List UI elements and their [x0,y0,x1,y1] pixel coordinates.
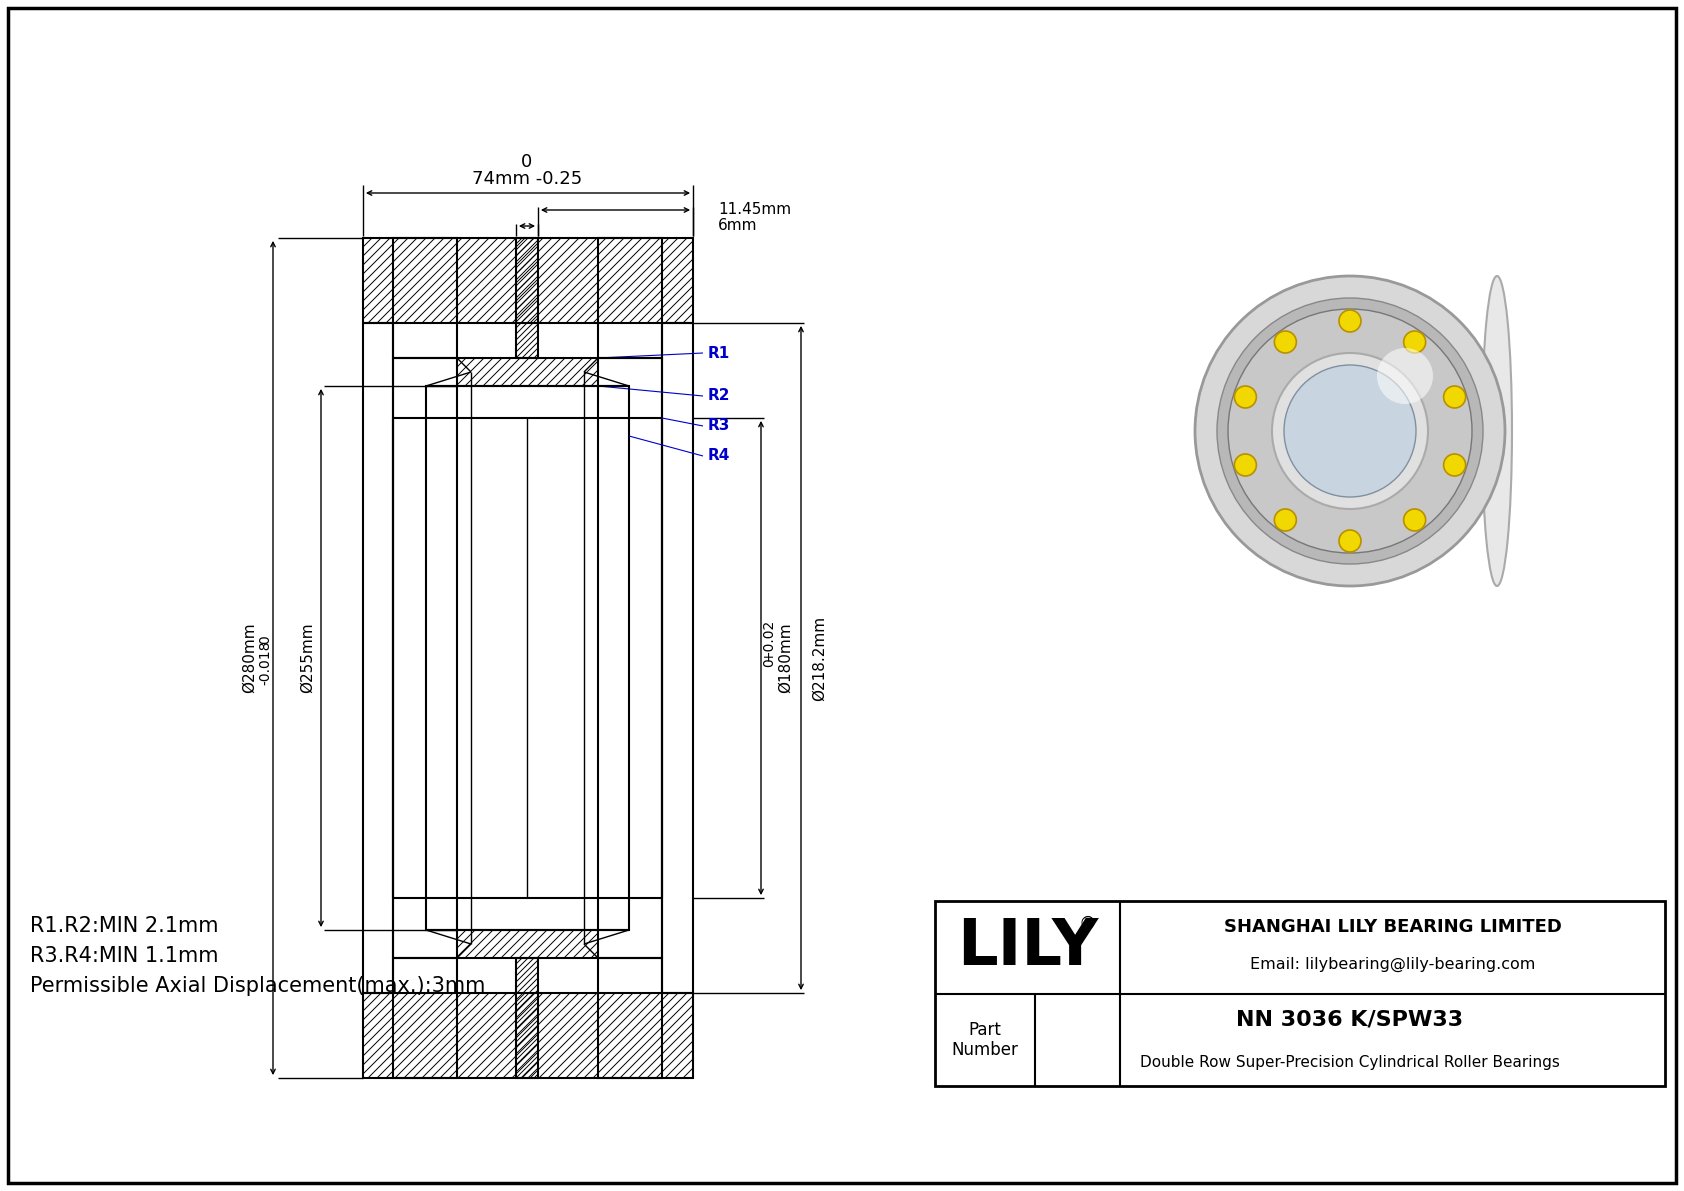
Bar [598,958,662,1078]
Text: 0: 0 [258,636,273,644]
Circle shape [1339,310,1361,332]
Circle shape [1234,454,1256,476]
Text: 0: 0 [522,152,532,172]
Text: R1.R2:MIN 2.1mm: R1.R2:MIN 2.1mm [30,916,219,936]
Text: Email: lilybearing@lily-bearing.com: Email: lilybearing@lily-bearing.com [1250,956,1536,972]
Bar [392,958,456,1078]
Circle shape [1283,364,1416,497]
Text: R2: R2 [707,388,731,404]
Text: ®: ® [1078,915,1096,933]
Bar [426,386,630,418]
Text: Ø255mm: Ø255mm [300,623,315,693]
Circle shape [1196,276,1505,586]
Text: NN 3036 K/SPW33: NN 3036 K/SPW33 [1236,1010,1463,1030]
Text: 6mm: 6mm [717,218,758,233]
Circle shape [1275,509,1297,531]
Bar [364,993,694,1078]
Text: Ø280mm: Ø280mm [241,623,256,693]
Text: 11.45mm: 11.45mm [717,202,791,218]
Bar [515,958,537,1078]
Bar [456,358,598,386]
Circle shape [1378,348,1433,404]
Ellipse shape [1482,276,1512,586]
Circle shape [1404,331,1426,353]
Bar [392,238,456,358]
Circle shape [1443,454,1465,476]
Text: SHANGHAI LILY BEARING LIMITED: SHANGHAI LILY BEARING LIMITED [1224,918,1561,936]
Text: R1: R1 [707,345,731,361]
Text: 74mm -0.25: 74mm -0.25 [472,170,583,188]
Text: Ø180mm: Ø180mm [778,623,793,693]
Bar [426,898,630,930]
Text: Part
Number: Part Number [951,1021,1019,1060]
Text: +0.02: +0.02 [761,619,776,661]
Text: 0: 0 [761,659,776,667]
Text: LILY: LILY [957,916,1098,978]
Circle shape [1271,353,1428,509]
Text: Double Row Super-Precision Cylindrical Roller Bearings: Double Row Super-Precision Cylindrical R… [1140,1055,1559,1071]
Text: Ø218.2mm: Ø218.2mm [812,616,827,700]
Circle shape [1234,386,1256,409]
Bar [935,902,1665,1086]
Text: R3.R4:MIN 1.1mm: R3.R4:MIN 1.1mm [30,946,219,966]
Bar [364,238,694,323]
Bar [515,238,537,358]
Bar [598,238,662,358]
Circle shape [1218,298,1484,565]
Circle shape [1275,331,1297,353]
Circle shape [1404,509,1426,531]
Text: -0.018: -0.018 [258,641,273,685]
Circle shape [1228,308,1472,553]
Text: Permissible Axial Displacement(max.):3mm: Permissible Axial Displacement(max.):3mm [30,975,485,996]
Text: R3: R3 [707,418,731,434]
Circle shape [1339,530,1361,551]
Bar [456,930,598,958]
Circle shape [1443,386,1465,409]
Text: R4: R4 [707,449,731,463]
